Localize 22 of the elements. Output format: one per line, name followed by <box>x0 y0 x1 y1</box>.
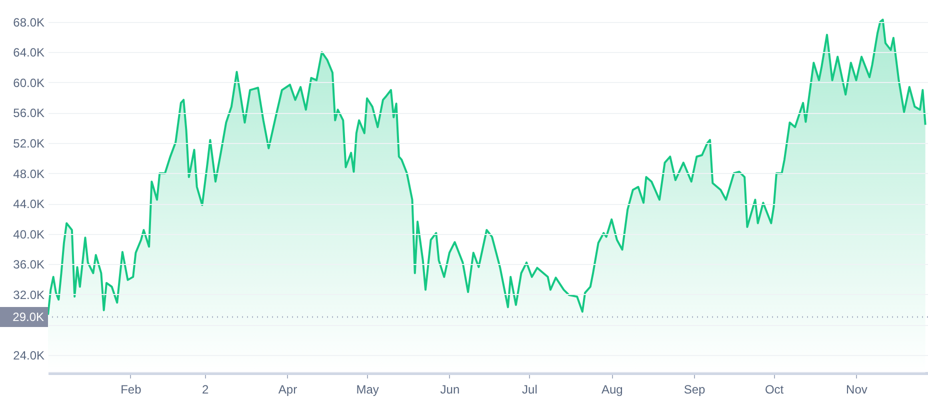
y-tick-label: 64.0K <box>13 46 44 60</box>
x-tick-label: Aug <box>601 382 623 396</box>
ref-line-label: 29.0K <box>12 310 44 324</box>
y-tick-label: 56.0K <box>13 106 44 120</box>
y-tick-label: 44.0K <box>13 197 44 212</box>
y-tick-label: 68.0K <box>13 15 44 30</box>
x-tick-label: Sep <box>684 382 706 396</box>
y-tick-label: 24.0K <box>13 348 44 362</box>
y-tick-label: 40.0K <box>13 227 44 242</box>
x-tick-label: Jul <box>522 382 538 396</box>
x-tick-label: Jun <box>440 382 460 396</box>
x-tick-label: Oct <box>764 382 784 396</box>
y-tick-label: 36.0K <box>13 258 44 272</box>
y-tick-label: 48.0K <box>13 166 44 181</box>
x-tick-label: May <box>356 382 379 396</box>
y-tick-label: 60.0K <box>13 76 44 90</box>
x-tick-label: 2 <box>202 382 210 396</box>
x-tick-label: Apr <box>278 382 298 396</box>
y-tick-label: 52.0K <box>13 136 44 150</box>
x-tick-label: Nov <box>846 382 868 396</box>
y-tick-label: 32.0K <box>13 288 44 302</box>
x-tick-label: Feb <box>120 382 142 396</box>
